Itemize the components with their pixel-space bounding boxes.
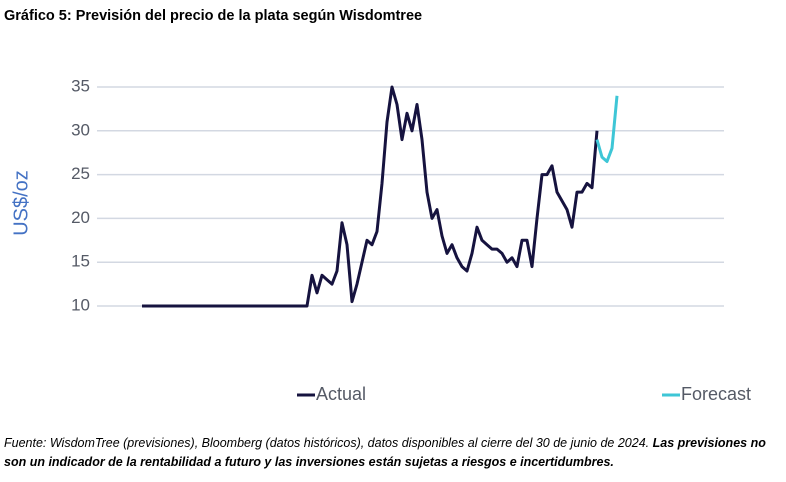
legend-label: Forecast bbox=[681, 384, 751, 404]
y-tick-label: 20 bbox=[71, 208, 90, 227]
chart-title: Gráfico 5: Previsión del precio de la pl… bbox=[4, 8, 422, 24]
y-tick-label: 10 bbox=[71, 295, 90, 314]
chart: Gráfico 5: Previsión del precio de la pl… bbox=[4, 8, 751, 404]
line bbox=[595, 95, 619, 163]
line bbox=[142, 85, 599, 308]
disclaimer: Las previsiones no son un indicador de l… bbox=[4, 436, 766, 469]
footnote: Fuente: WisdomTree (previsiones), Bloomb… bbox=[4, 434, 774, 472]
y-tick-label: 25 bbox=[71, 164, 90, 183]
y-tick-label: 35 bbox=[71, 76, 90, 95]
source: Fuente: WisdomTree (previsiones), Bloomb… bbox=[4, 436, 650, 450]
y-tick-label: 15 bbox=[71, 252, 90, 271]
y-tick-label: 30 bbox=[71, 120, 90, 139]
y-axis-label: US$/oz bbox=[10, 170, 32, 236]
legend-label: Actual bbox=[316, 384, 366, 404]
